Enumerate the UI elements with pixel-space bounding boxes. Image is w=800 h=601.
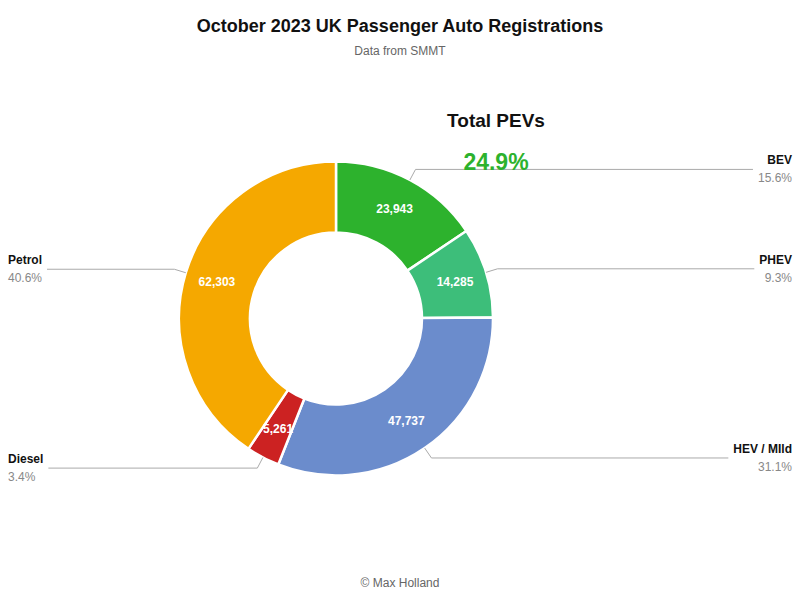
svg-text:Petrol: Petrol [8,253,42,267]
svg-text:PHEV: PHEV [759,253,792,267]
svg-text:47,737: 47,737 [388,414,425,428]
svg-text:Total PEVs: Total PEVs [447,110,545,131]
svg-text:23,943: 23,943 [376,202,413,216]
svg-text:October 2023 UK Passenger Auto: October 2023 UK Passenger Auto Registrat… [197,16,603,36]
svg-text:9.3%: 9.3% [765,271,793,285]
svg-text:BEV: BEV [767,153,792,167]
svg-text:© Max Holland: © Max Holland [361,576,440,590]
svg-text:62,303: 62,303 [199,275,236,289]
svg-text:15.6%: 15.6% [758,171,792,185]
svg-text:Diesel: Diesel [8,452,43,466]
svg-text:Data from SMMT: Data from SMMT [354,44,446,58]
svg-text:14,285: 14,285 [437,275,474,289]
svg-text:3.4%: 3.4% [8,470,36,484]
svg-text:31.1%: 31.1% [758,460,792,474]
svg-text:24.9%: 24.9% [463,149,528,175]
svg-text:HEV / MIld: HEV / MIld [733,442,792,456]
svg-text:40.6%: 40.6% [8,271,42,285]
svg-text:5,261: 5,261 [263,422,293,436]
